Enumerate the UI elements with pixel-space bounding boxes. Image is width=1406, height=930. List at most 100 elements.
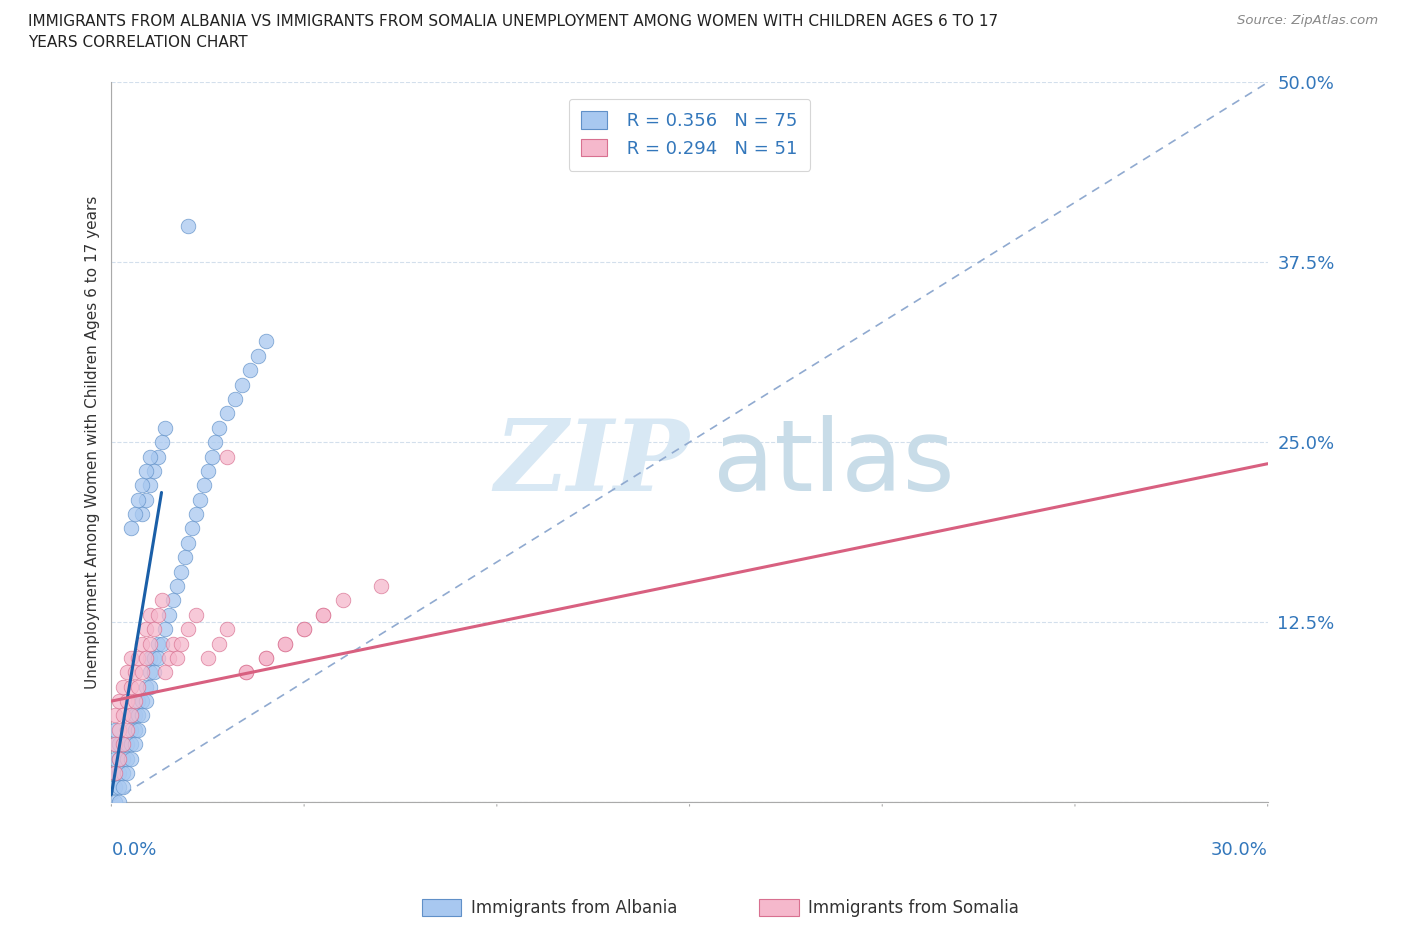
Point (292, 622, 315, 637)
Point (231, 378, 253, 392)
Point (131, 478, 153, 493)
Point (127, 694, 149, 709)
Point (120, 723, 142, 737)
Point (150, 434, 173, 449)
Point (139, 679, 162, 694)
Point (135, 679, 157, 694)
Point (173, 550, 195, 565)
Point (188, 492, 211, 507)
Point (124, 708, 146, 723)
Point (111, 679, 134, 694)
Point (120, 708, 142, 723)
Point (108, 751, 131, 766)
Point (254, 650, 277, 665)
Point (274, 636, 297, 651)
Point (162, 593, 184, 608)
Point (312, 607, 335, 622)
Point (208, 420, 231, 435)
Point (142, 622, 165, 637)
Point (181, 521, 204, 536)
Point (104, 794, 127, 809)
Point (155, 420, 177, 435)
Point (120, 708, 142, 723)
Text: YEARS CORRELATION CHART: YEARS CORRELATION CHART (28, 35, 247, 50)
Point (157, 650, 180, 665)
Point (104, 708, 127, 723)
Point (127, 708, 149, 723)
Point (108, 694, 131, 709)
Point (135, 622, 157, 637)
Point (131, 708, 153, 723)
Point (193, 478, 215, 493)
Point (274, 636, 297, 651)
Point (155, 622, 177, 637)
Point (215, 622, 238, 637)
Point (155, 665, 177, 680)
Point (224, 392, 246, 406)
Point (208, 636, 231, 651)
Point (150, 636, 173, 651)
Point (135, 492, 157, 507)
Text: 0.0%: 0.0% (111, 842, 157, 859)
Point (135, 694, 157, 709)
Point (104, 737, 127, 751)
Point (115, 665, 138, 680)
Point (124, 694, 146, 709)
Point (177, 536, 200, 551)
Point (120, 737, 142, 751)
Text: Immigrants from Albania: Immigrants from Albania (471, 898, 678, 917)
Point (124, 723, 146, 737)
Point (235, 665, 257, 680)
Point (115, 751, 138, 766)
Point (142, 665, 165, 680)
Point (111, 708, 134, 723)
Legend:  R = 0.356   N = 75,  R = 0.294   N = 51: R = 0.356 N = 75, R = 0.294 N = 51 (569, 99, 810, 170)
Point (215, 449, 238, 464)
Point (332, 593, 354, 608)
Point (146, 607, 169, 622)
Point (166, 578, 188, 593)
Point (146, 636, 169, 651)
Point (115, 694, 138, 709)
Point (204, 434, 226, 449)
Point (127, 650, 149, 665)
Point (108, 737, 131, 751)
Point (124, 665, 146, 680)
Point (127, 492, 149, 507)
Point (115, 765, 138, 780)
Text: ZIP: ZIP (495, 416, 689, 512)
Point (312, 607, 335, 622)
Point (139, 636, 162, 651)
Point (146, 650, 169, 665)
Point (186, 607, 208, 622)
Point (177, 622, 200, 637)
Point (124, 507, 146, 522)
Point (139, 449, 162, 464)
Text: 30.0%: 30.0% (1211, 842, 1268, 859)
Point (111, 737, 134, 751)
Point (370, 578, 392, 593)
Point (104, 751, 127, 766)
Point (146, 449, 169, 464)
Point (104, 780, 127, 795)
Point (127, 679, 149, 694)
Point (131, 636, 153, 651)
Point (292, 622, 315, 637)
Point (111, 765, 134, 780)
Point (108, 794, 131, 809)
Point (124, 737, 146, 751)
Point (177, 219, 200, 233)
Point (135, 650, 157, 665)
Point (131, 665, 153, 680)
Point (127, 723, 149, 737)
Point (201, 449, 224, 464)
Text: Immigrants from Somalia: Immigrants from Somalia (808, 898, 1019, 917)
Point (135, 463, 157, 478)
Point (254, 334, 277, 349)
Point (108, 723, 131, 737)
Point (139, 665, 162, 680)
Point (170, 565, 193, 579)
Point (235, 665, 257, 680)
Point (111, 751, 134, 766)
Point (120, 521, 142, 536)
